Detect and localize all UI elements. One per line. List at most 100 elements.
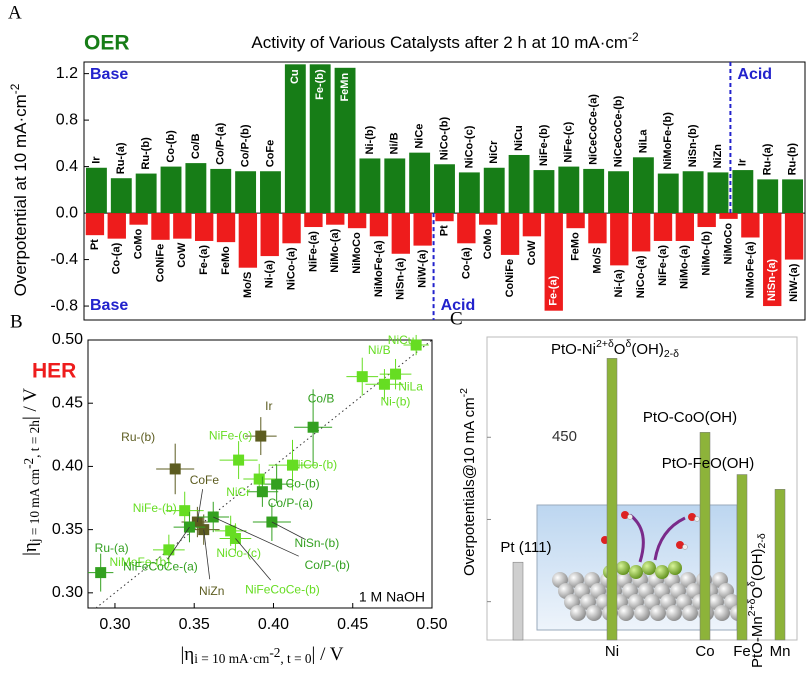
- bar-label: CoNiFe: [504, 259, 516, 298]
- bar-label: CoFe: [264, 140, 276, 168]
- bar-label: NiFe-(b): [538, 124, 550, 166]
- leader-line: [167, 526, 190, 560]
- bar: [173, 213, 192, 239]
- bar-label: NiCe: [414, 124, 426, 149]
- inset-atom: [650, 605, 666, 621]
- point-label: Ir: [265, 399, 272, 413]
- bar: [707, 172, 729, 214]
- point-label: NiCo-(c): [216, 546, 261, 560]
- bar-label: NiCo-(a): [635, 255, 647, 298]
- bar-label: Ru-(a): [762, 143, 774, 175]
- point: [95, 567, 107, 579]
- bar: [85, 167, 107, 214]
- point: [378, 378, 390, 390]
- bar-label: NiMoFe-(b): [662, 112, 674, 170]
- y-tick-label: 0.50: [52, 331, 83, 348]
- text-segment: 2+δ: [596, 338, 614, 350]
- bar-annotation: PtO-FeO(OH): [662, 455, 755, 472]
- text-segment: δ: [625, 338, 631, 350]
- bar-label: CoW: [176, 242, 188, 268]
- bar-label: NiSn-(a): [395, 257, 407, 300]
- x-axis-label: |ηi = 10 mA·cm-2, t = 0| / V: [180, 644, 343, 666]
- point: [253, 473, 265, 485]
- bar: [235, 171, 257, 214]
- bar-label: NiCo-(b): [438, 117, 450, 161]
- inset-atom: [666, 605, 682, 621]
- plot-frame: [87, 339, 433, 609]
- x-tick-label: 0.40: [258, 616, 289, 633]
- point: [356, 371, 368, 383]
- inset-atom: [634, 605, 650, 621]
- text-segment: j = 10 mA cm: [27, 468, 42, 543]
- bar: [457, 213, 476, 244]
- bar-label: NiMo-(b): [701, 231, 713, 276]
- text-segment: -2: [8, 83, 22, 94]
- x-tick-label: Pt (111): [500, 539, 551, 556]
- region-label: Acid: [441, 297, 476, 314]
- bar: [369, 213, 389, 237]
- bar: [741, 213, 760, 238]
- point-label: Co-(b): [286, 476, 320, 490]
- y-tick-label: 0.4: [56, 158, 78, 175]
- bar: [763, 213, 782, 307]
- y-tick-label: -0.4: [50, 251, 78, 268]
- bar: [391, 213, 410, 254]
- y-axis-label: Overpotentials@10 mA cm-2: [458, 388, 478, 576]
- point-label: Ru-(a): [95, 541, 129, 555]
- bar-label: CoMo: [133, 228, 145, 259]
- bar: [334, 67, 356, 214]
- text-segment: (OH): [631, 341, 664, 358]
- y-tick-label: 0.45: [52, 394, 83, 411]
- x-tick-label: Ni: [605, 643, 619, 660]
- text-segment: |η: [20, 542, 41, 556]
- text-segment: δ: [746, 581, 758, 587]
- bar: [774, 489, 786, 641]
- bar-label: NiFe-(a): [657, 245, 669, 286]
- point: [271, 478, 283, 490]
- point-label: NiFe-(c): [209, 428, 252, 442]
- chart-title: Activity of Various Catalysts after 2 h …: [251, 30, 639, 52]
- inset-atom: [668, 561, 682, 575]
- bar-label: CoNiFe: [154, 244, 166, 282]
- bar: [434, 164, 455, 214]
- bar: [608, 171, 629, 214]
- x-tick-label: 0.30: [99, 616, 130, 633]
- bar-label: Ni-(b): [364, 125, 376, 154]
- text-segment: Activity of Various Catalysts after 2 h …: [251, 33, 628, 52]
- inset-arrow: [629, 513, 686, 563]
- point: [307, 421, 319, 433]
- point-label: NiLa: [398, 379, 423, 393]
- bar: [544, 213, 563, 311]
- bar-label: Ni-(a): [264, 260, 276, 288]
- inset-illustration: [536, 504, 746, 631]
- leader-line: [203, 529, 211, 580]
- panel-letter: A: [8, 2, 22, 23]
- bar-label: NiCo-(a): [285, 247, 297, 290]
- bar: [185, 163, 207, 214]
- inset-atom: [570, 605, 586, 621]
- y-axis-label: |ηj = 10 mA cm-2, t = 2h| / V: [20, 388, 42, 556]
- bar: [500, 213, 520, 255]
- bar: [675, 213, 695, 241]
- y-tick-label: 0.35: [52, 521, 83, 538]
- y-tick-label: 1.2: [56, 65, 78, 82]
- inset-atom: [616, 561, 630, 575]
- point-label: NiCo-(b): [292, 457, 337, 471]
- y-tick-label: 0.8: [56, 111, 78, 128]
- point-label: Co/P-(a): [268, 496, 313, 510]
- text-segment: 2-δ: [664, 348, 679, 360]
- point: [225, 525, 237, 537]
- text-segment: | / V: [20, 388, 41, 420]
- bar-annotation: PtO-Mn2+δOδ(OH)2-δ: [746, 533, 768, 668]
- point: [163, 544, 175, 556]
- point: [390, 368, 402, 380]
- inset-atom: [682, 605, 698, 621]
- bar-label: Mo/S: [242, 272, 254, 298]
- point-label: Ru-(b): [121, 430, 155, 444]
- text-segment: O: [749, 587, 766, 599]
- text-segment: 2+δ: [746, 598, 758, 616]
- bar-label: NiMoCo: [351, 232, 363, 274]
- text-segment: -2: [269, 645, 280, 660]
- bar: [129, 213, 148, 225]
